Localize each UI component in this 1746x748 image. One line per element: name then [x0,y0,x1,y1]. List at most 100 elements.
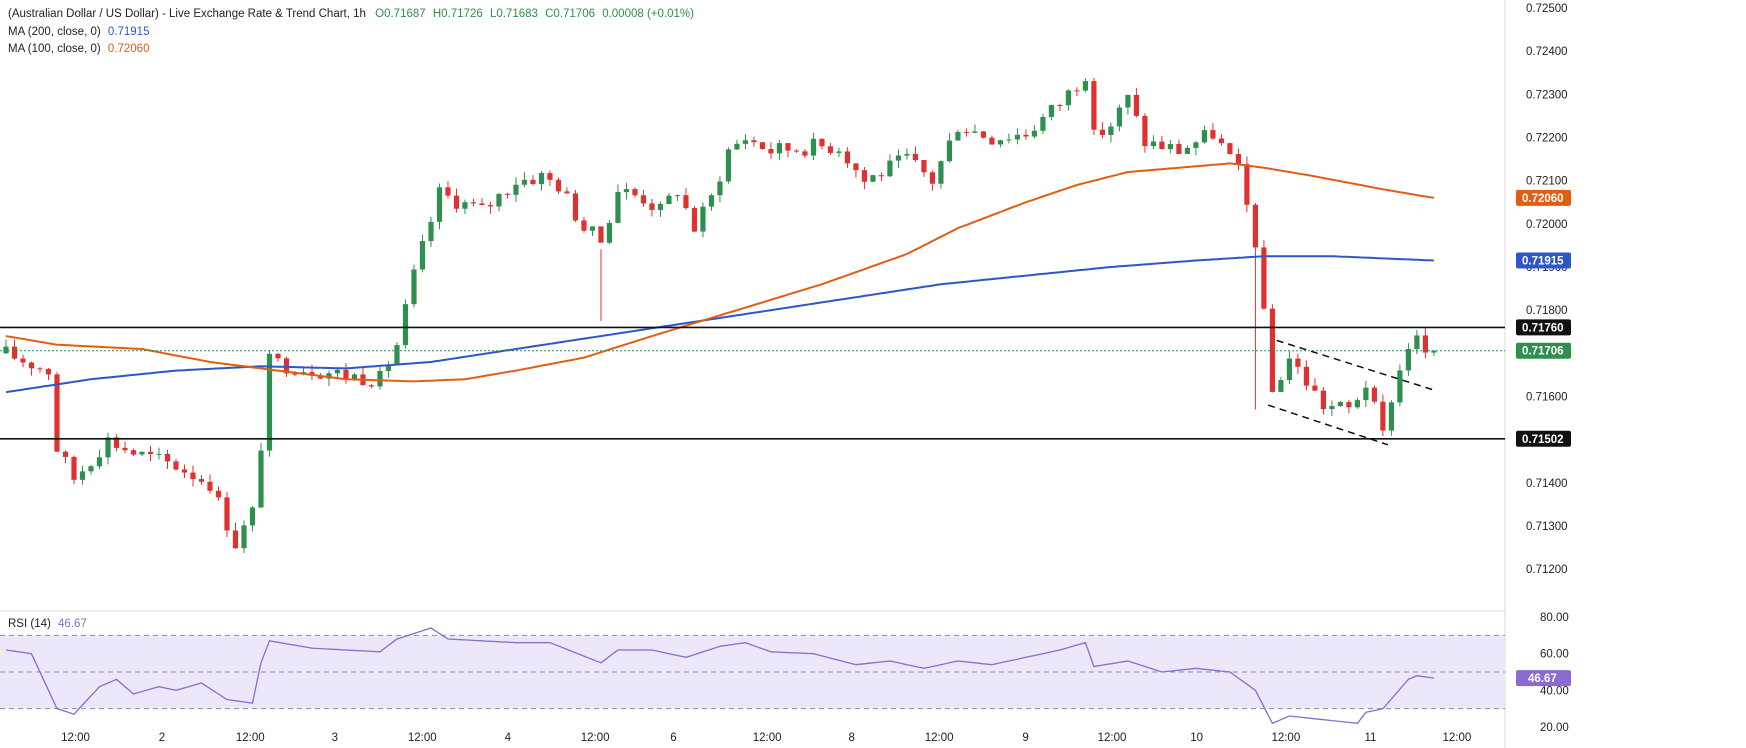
candle-up [895,155,902,161]
candle-down [479,203,485,206]
candle-up [105,437,111,458]
ma200-legend[interactable]: MA (200, close, 0) 0.71915 [8,26,149,38]
candle-up [1363,387,1369,401]
candle-down [504,193,511,195]
candle-up [402,304,409,346]
candle-down [1295,358,1301,367]
candle-down [1091,81,1097,130]
ohlc-change: 0.00008 (+0.01%) [602,8,694,20]
candle-down [215,490,222,498]
price-tick-label: 0.72400 [1526,46,1568,58]
x-tick-label: 3 [332,732,338,744]
candle-down [844,151,851,164]
candle-down [1235,154,1242,165]
candle-up [1431,350,1437,353]
rsi-legend[interactable]: RSI (14) 46.67 [8,618,87,630]
candle-up [606,222,613,243]
chart-header: (Australian Dollar / US Dollar) - Live E… [8,8,694,20]
candle-up [1278,380,1284,392]
price-tick-label: 0.72100 [1526,176,1568,188]
price-tick-label: 0.71200 [1526,564,1568,576]
rsi-legend-value: 46.67 [58,618,87,630]
candle-down [173,461,179,470]
candle-up [1329,405,1335,410]
candle-up [351,374,358,379]
candle-up [734,143,740,150]
candle-down [198,479,205,482]
candle-down [921,159,927,173]
ma200-legend-label: MA (200, close, 0) [8,26,101,38]
candle-up [156,453,162,455]
x-tick-label: 4 [505,732,512,744]
candle-down [1159,141,1165,150]
candle-down [581,220,587,231]
ma100-legend-value: 0.72060 [107,43,150,55]
price-label-text: 0.71502 [1522,434,1564,446]
candle-up [870,175,876,182]
candle-down [20,358,26,363]
ohlc-high: H0.71726 [432,8,483,20]
candle-down [530,179,536,185]
candle-up [1014,134,1021,140]
candle-down [283,358,290,374]
candle-up [496,193,502,207]
candle-up [249,507,256,526]
candle-down [963,131,970,133]
candle-up [1082,81,1089,91]
candle-up [1414,335,1420,350]
candle-up [1193,142,1199,148]
candle-up [96,457,103,467]
candle-down [1057,105,1063,107]
candle-up [1116,107,1123,127]
price-tick-label: 0.72500 [1526,3,1568,15]
candle-up [79,471,86,480]
candle-up [997,140,1004,145]
candle-up [3,346,9,354]
candle-down [130,450,137,455]
ma100-line [5,162,1435,383]
price-label-text: 0.71760 [1522,322,1564,334]
candle-up [742,140,749,144]
channel-line [1267,404,1389,446]
candle-down [640,195,647,204]
candle-down [751,140,757,143]
candle-up [1184,147,1191,154]
candle-up [776,143,783,154]
candle-down [62,451,69,457]
ma100-legend[interactable]: MA (100, close, 0) 0.72060 [8,43,149,55]
candle-down [368,385,375,387]
price-label-text: 0.71706 [1522,346,1564,358]
rsi-label-box [1516,670,1571,687]
candle-up [462,202,468,209]
chart-title: (Australian Dollar / US Dollar) - Live E… [8,8,366,20]
candle-up [1065,90,1072,106]
price-label-box [1516,319,1571,336]
candle-down [1346,402,1352,408]
x-tick-label: 12:00 [925,732,954,744]
candle-down [802,151,808,156]
candle-down [1023,134,1029,137]
candle-up [938,161,944,184]
candle-up [1167,144,1174,150]
candle-up [657,204,664,210]
candle-down [343,369,349,379]
rsi-line [5,627,1434,725]
candle-up [836,151,842,153]
candle-up [1286,358,1293,381]
price-tick-label: 0.71600 [1526,391,1568,403]
price-label-text: 0.72060 [1522,193,1564,205]
x-tick-label: 12:00 [236,732,265,744]
candle-up [810,138,817,156]
candle-up [1397,370,1403,403]
candle-up [334,369,341,374]
candle-down [1133,94,1140,116]
candle-up [1337,402,1344,406]
candle-down [181,469,188,473]
ohlc-close: C0.71706 [545,8,595,20]
x-tick-label: 12:00 [61,732,90,744]
candle-down [929,172,936,184]
candle-up [946,140,953,162]
candle-down [555,179,562,192]
ohlc-low: L0.71683 [489,8,538,20]
